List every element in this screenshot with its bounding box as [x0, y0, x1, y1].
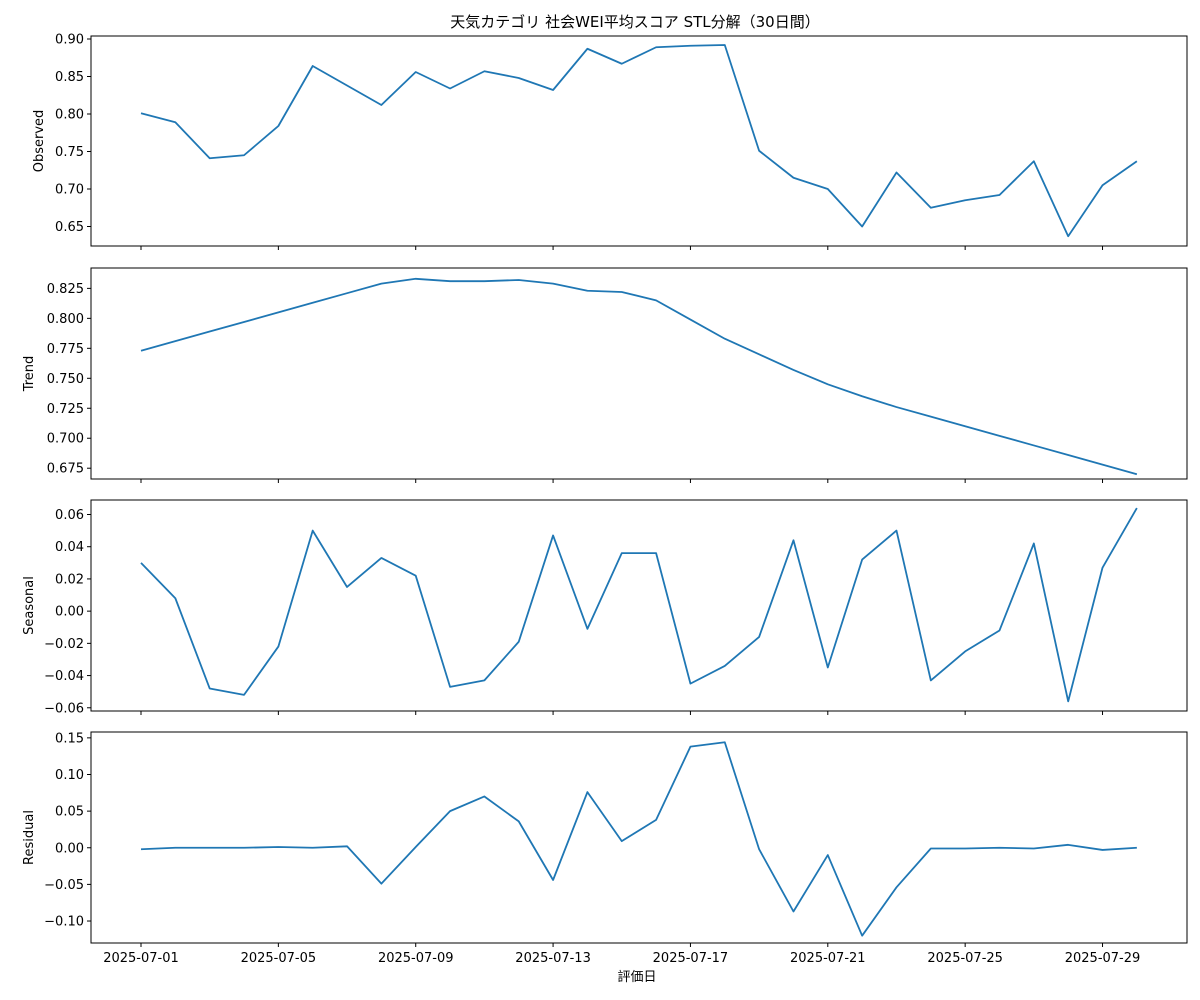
x-tick-label: 2025-07-01 [103, 951, 179, 966]
y-tick-label-trend: 0.825 [47, 282, 84, 297]
y-tick-label-seasonal: −0.02 [44, 637, 84, 652]
y-tick-label-residual: 0.05 [55, 805, 84, 820]
chart-title: 天気カテゴリ 社会WEI平均スコア STL分解（30日間） [450, 13, 819, 31]
panel-trend: 0.825 0.800 0.775 0.750 0.725 0.700 0.675 Trend [22, 267, 1188, 483]
panel-seasonal: 0.06 0.04 0.02 0.00 −0.02 −0.04 −0.06 Seasonal [22, 499, 1188, 716]
series-line-seasonal [140, 507, 1138, 703]
y-tick-label-seasonal: 0.06 [55, 508, 84, 523]
y-tick-label-trend: 0.675 [47, 462, 84, 477]
x-tick-label: 2025-07-09 [378, 951, 454, 966]
y-tick-label-observed: 0.75 [55, 145, 84, 160]
x-tick-label: 2025-07-17 [653, 951, 729, 966]
y-tick-label-observed: 0.65 [55, 220, 84, 235]
series-line-residual [140, 741, 1137, 937]
y-tick-label-observed: 0.80 [55, 108, 84, 123]
y-tick-label-residual: 0.15 [55, 731, 84, 746]
x-axis-label: 評価日 [617, 970, 656, 985]
y-tick-label-trend: 0.725 [47, 402, 84, 417]
panel-frame-trend [90, 267, 1188, 480]
y-tick-label-seasonal: −0.06 [44, 701, 84, 716]
y-tick-label-observed: 0.90 [55, 33, 84, 48]
y-axis-label-observed: Observed [32, 110, 47, 173]
y-tick-label-observed: 0.70 [55, 183, 84, 198]
y-tick-label-trend: 0.800 [47, 312, 84, 327]
panel-frame-seasonal [90, 499, 1188, 712]
x-tick-label: 2025-07-13 [515, 951, 591, 966]
panels-group: 0.900.850.800.750.700.65Observed0.8250.8… [22, 33, 1188, 966]
x-tick-label: 2025-07-25 [927, 951, 1003, 966]
panel-frame-observed [90, 35, 1188, 247]
y-tick-label-seasonal: 0.04 [55, 540, 84, 555]
panel-observed: 0.90 0.85 0.80 0.75 0.70 0.65 Observed [32, 33, 1188, 250]
y-tick-label-seasonal: −0.04 [44, 669, 84, 684]
y-tick-label-residual: −0.05 [44, 878, 84, 893]
panel-frame-residual [90, 731, 1188, 944]
y-tick-label-observed: 0.85 [55, 70, 84, 85]
y-axis-label-trend: Trend [22, 356, 37, 393]
y-tick-label-trend: 0.775 [47, 342, 84, 357]
x-tick-label: 2025-07-21 [790, 951, 866, 966]
y-tick-label-residual: 0.00 [55, 841, 84, 856]
series-line-observed [140, 44, 1138, 238]
y-tick-label-residual: 0.10 [55, 768, 84, 783]
panel-residual: 0.15 0.10 0.05 0.00 −0.05 −0.10 Residual [22, 731, 1188, 947]
y-tick-label-seasonal: 0.02 [55, 572, 84, 587]
y-tick-label-trend: 0.700 [47, 432, 84, 447]
series-line-trend [140, 277, 1138, 476]
y-tick-label-residual: −0.10 [44, 915, 84, 930]
x-tick-label: 2025-07-05 [241, 951, 317, 966]
x-tick-label: 2025-07-29 [1065, 951, 1141, 966]
y-axis-label-seasonal: Seasonal [22, 576, 37, 635]
y-tick-label-trend: 0.750 [47, 372, 84, 387]
y-tick-label-seasonal: 0.00 [55, 605, 84, 620]
y-axis-label-residual: Residual [22, 810, 37, 865]
